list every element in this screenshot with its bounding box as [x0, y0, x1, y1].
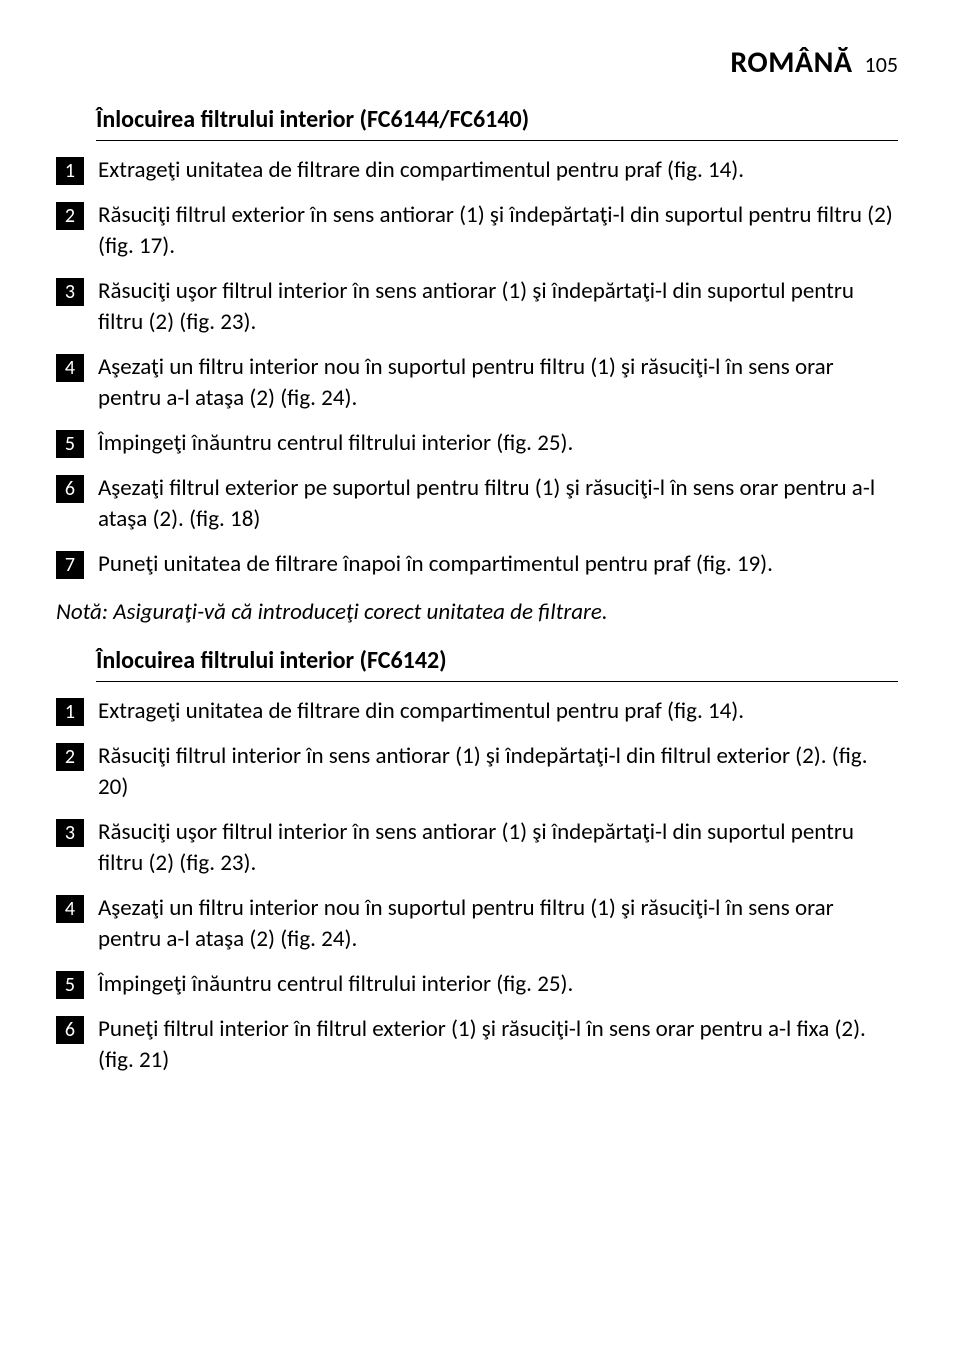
- step-text: Răsuciţi uşor filtrul interior în sens a…: [98, 817, 898, 879]
- step-text: Împingeţi înăuntru centrul filtrului int…: [98, 969, 573, 1000]
- step-text: Puneţi filtrul interior în filtrul exter…: [98, 1014, 898, 1076]
- step-row: 5 Împingeţi înăuntru centrul filtrului i…: [56, 428, 898, 459]
- step-number-badge: 1: [56, 698, 84, 726]
- step-number-badge: 6: [56, 475, 84, 503]
- step-number-badge: 4: [56, 895, 84, 923]
- step-text: Puneţi unitatea de filtrare înapoi în co…: [98, 549, 773, 580]
- step-row: 4 Aşezaţi un filtru interior nou în supo…: [56, 352, 898, 414]
- step-text: Extrageţi unitatea de filtrare din compa…: [98, 696, 744, 727]
- step-number-badge: 2: [56, 202, 84, 230]
- step-text: Aşezaţi filtrul exterior pe suportul pen…: [98, 473, 898, 535]
- step-text: Aşezaţi un filtru interior nou în suport…: [98, 352, 898, 414]
- step-row: 1 Extrageţi unitatea de filtrare din com…: [56, 155, 898, 186]
- step-row: 3 Răsuciţi uşor filtrul interior în sens…: [56, 276, 898, 338]
- note-text: Notă: Asiguraţi-vă că introduceţi corect…: [56, 597, 898, 628]
- step-row: 1 Extrageţi unitatea de filtrare din com…: [56, 696, 898, 727]
- page: ROMÂNĂ 105 Înlocuirea filtrului interior…: [0, 0, 954, 1146]
- step-row: 4 Aşezaţi un filtru interior nou în supo…: [56, 893, 898, 955]
- step-row: 6 Aşezaţi filtrul exterior pe suportul p…: [56, 473, 898, 535]
- page-header: ROMÂNĂ 105: [56, 44, 898, 81]
- page-number: 105: [865, 51, 898, 78]
- step-text: Împingeţi înăuntru centrul filtrului int…: [98, 428, 573, 459]
- step-number-badge: 5: [56, 971, 84, 999]
- step-row: 7 Puneţi unitatea de filtrare înapoi în …: [56, 549, 898, 580]
- step-text: Răsuciţi filtrul interior în sens antior…: [98, 741, 898, 803]
- step-number-badge: 3: [56, 278, 84, 306]
- step-number-badge: 3: [56, 819, 84, 847]
- language-title: ROMÂNĂ: [730, 44, 852, 81]
- step-row: 6 Puneţi filtrul interior în filtrul ext…: [56, 1014, 898, 1076]
- step-text: Răsuciţi uşor filtrul interior în sens a…: [98, 276, 898, 338]
- step-number-badge: 5: [56, 430, 84, 458]
- step-row: 3 Răsuciţi uşor filtrul interior în sens…: [56, 817, 898, 879]
- step-text: Extrageţi unitatea de filtrare din compa…: [98, 155, 744, 186]
- step-row: 5 Împingeţi înăuntru centrul filtrului i…: [56, 969, 898, 1000]
- step-row: 2 Răsuciţi filtrul exterior în sens anti…: [56, 200, 898, 262]
- step-row: 2 Răsuciţi filtrul interior în sens anti…: [56, 741, 898, 803]
- step-text: Răsuciţi filtrul exterior în sens antior…: [98, 200, 898, 262]
- step-number-badge: 4: [56, 354, 84, 382]
- section-heading-2: Înlocuirea filtrului interior (FC6142): [96, 646, 898, 682]
- step-text: Aşezaţi un filtru interior nou în suport…: [98, 893, 898, 955]
- step-number-badge: 7: [56, 551, 84, 579]
- step-number-badge: 2: [56, 743, 84, 771]
- step-number-badge: 6: [56, 1016, 84, 1044]
- step-number-badge: 1: [56, 157, 84, 185]
- section-heading-1: Înlocuirea filtrului interior (FC6144/FC…: [96, 105, 898, 141]
